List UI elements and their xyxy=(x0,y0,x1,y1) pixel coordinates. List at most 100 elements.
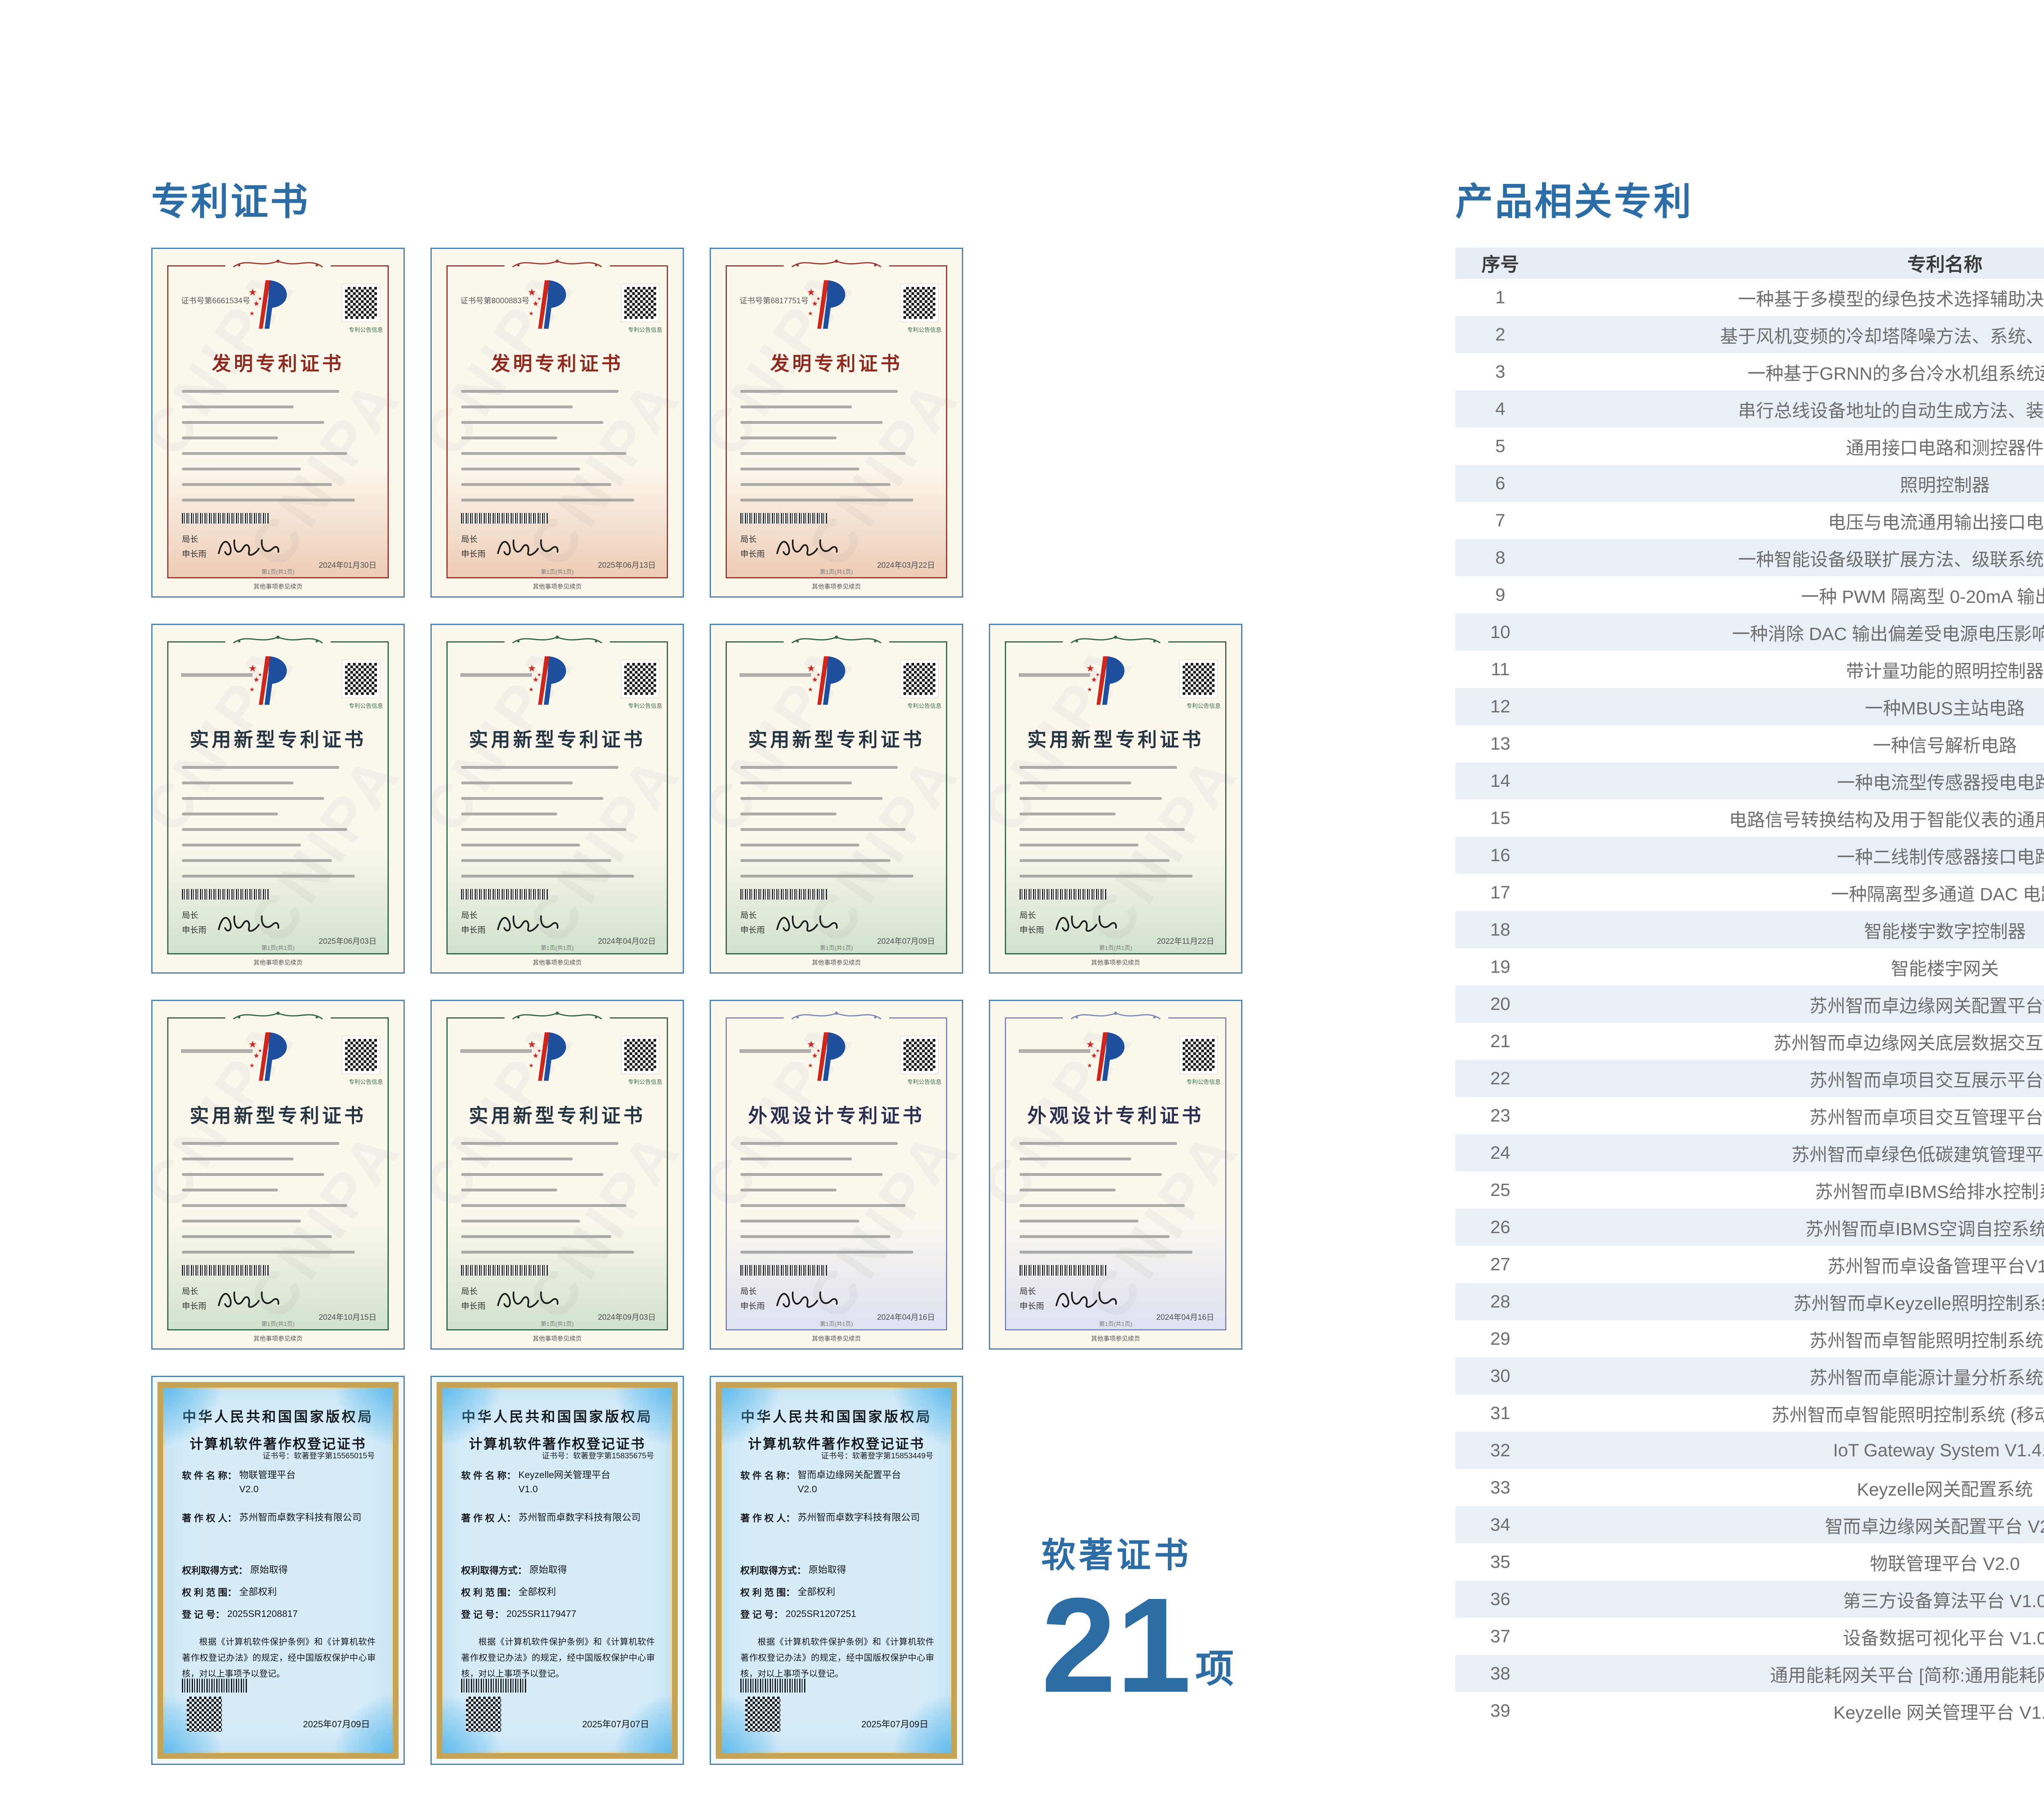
patent-certificate: CNIPA CNIPA ★ ★ ★ ★ 专利公告信息 实用新型专利证书 局长 申长雨 2024年10… xyxy=(151,1000,405,1350)
patent-certificate: CNIPA CNIPA ★ ★ ★ ★ 专利公告信息 外观设计专利证书 局长 申长雨 2024年04… xyxy=(710,1000,963,1350)
text-line-bar xyxy=(461,859,611,862)
patent-certificate: CNIPA CNIPA ★ ★ ★ ★ 专利公告信息 实用新型专利证书 局长 申长雨 2025年06… xyxy=(151,624,405,974)
software-cert-count: 21 xyxy=(1041,1570,1192,1721)
director-name: 申长雨 xyxy=(740,925,765,935)
text-line-bar xyxy=(740,1204,906,1207)
svg-text:★: ★ xyxy=(1091,1052,1097,1060)
cell-patent-name: 设备数据可视化平台 V1.0 xyxy=(1843,1628,2044,1648)
text-line-bar xyxy=(740,1235,890,1238)
cell-index: 15 xyxy=(1490,808,1511,828)
ornament-icon xyxy=(225,1008,331,1025)
cell-index: 31 xyxy=(1490,1403,1511,1423)
cnipa-logo-icon: ★ ★ ★ ★ xyxy=(1085,1030,1133,1083)
svg-text:★: ★ xyxy=(537,1048,541,1054)
page-number: — 43 — xyxy=(1455,1775,2044,1794)
signature-icon xyxy=(773,1283,842,1314)
certificate-grid: CNIPA CNIPA 证书号第6661534号 ★ ★ ★ ★ 专利公告信息 发明专利证书 局长… xyxy=(151,248,1251,1765)
field-value: 原始取得 xyxy=(809,1564,846,1575)
certificate-title: 实用新型专利证书 xyxy=(190,729,366,751)
text-line-bar xyxy=(740,859,890,862)
field-label: 权利取得方式： xyxy=(461,1565,527,1576)
cnipa-logo-icon: ★ ★ ★ ★ xyxy=(526,278,574,331)
signature-icon xyxy=(494,907,563,938)
cell-patent-name: 苏州智而卓IBMS给排水控制系统 xyxy=(1815,1182,2044,1202)
product-patents-section: 产品相关专利 序号 专利名称 专利类型 1 一种基于多模型的绿色技术选择辅助决策方… xyxy=(1455,156,2044,1794)
cell-index: 38 xyxy=(1455,1655,1545,1693)
rights-scope: 权 利 范 围： 全部权利 xyxy=(461,1585,656,1599)
certificate-number: 证书号第6817751号 xyxy=(740,297,809,306)
ornament-icon xyxy=(784,1008,889,1025)
svg-text:★: ★ xyxy=(249,287,257,298)
authority-title: 中华人民共和国国家版权局 xyxy=(741,1409,932,1425)
field-value: 原始取得 xyxy=(250,1564,288,1575)
qr-code-icon xyxy=(901,660,938,698)
patent-certificate: CNIPA CNIPA ★ ★ ★ ★ 专利公告信息 外观设计专利证书 局长 申长雨 2024年04… xyxy=(989,1000,1242,1350)
rights-scope: 权 利 范 围： 全部权利 xyxy=(182,1585,377,1599)
issue-date: 2024年10月15日 xyxy=(318,1313,377,1322)
cell-patent-name: 苏州智而卓项目交互管理平台V1.0 xyxy=(1809,1107,2044,1128)
field-label: 软 件 名 称： xyxy=(461,1470,516,1481)
field-value: 全部权利 xyxy=(239,1586,277,1597)
table-row: 28苏州智而卓Keyzelle照明控制系统V1.0软著 xyxy=(1455,1283,2044,1321)
signature-icon xyxy=(215,1283,283,1314)
cell-index: 21 xyxy=(1490,1031,1511,1051)
table-row: 25苏州智而卓IBMS给排水控制系统软著 xyxy=(1455,1171,2044,1209)
patent-certificate: CNIPA CNIPA ★ ★ ★ ★ 专利公告信息 实用新型专利证书 局长 申长雨 2024年07… xyxy=(710,624,963,974)
qr-code-icon xyxy=(342,1036,380,1074)
certificate-number: 证书号第8000883号 xyxy=(460,297,529,306)
text-line-bar xyxy=(740,452,906,455)
certificate-title: 发明专利证书 xyxy=(770,353,903,375)
text-line-bar xyxy=(740,766,898,769)
text-line-bar xyxy=(461,437,557,440)
cell-index: 25 xyxy=(1490,1180,1511,1200)
copyright-owner: 著 作 权 人： 苏州智而卓数字科技有限公司 xyxy=(461,1510,656,1525)
qr-code-icon xyxy=(466,1697,501,1732)
text-line-bar xyxy=(740,844,860,847)
table-row: 22苏州智而卓项目交互展示平台V1.0软著 xyxy=(1455,1060,2044,1097)
registration-statement: 根据《计算机软件保护条例》和《计算机软件著作权登记办法》的规定，经中国版权保护中… xyxy=(182,1637,376,1679)
director-label: 局长 xyxy=(182,1287,198,1296)
issue-date: 2024年07月09日 xyxy=(877,937,935,946)
issue-date: 2025年07月07日 xyxy=(582,1719,649,1730)
qr-code-icon xyxy=(621,1036,659,1074)
director-labels: 局长 申长雨 xyxy=(1020,908,1044,938)
cnipa-logo-icon: ★ ★ ★ ★ xyxy=(805,278,854,331)
signature-icon xyxy=(1052,1283,1121,1314)
ornament-icon xyxy=(784,632,889,649)
footer-note: 其他事项参见续页 xyxy=(253,1335,303,1343)
field-label: 登 记 号： xyxy=(740,1609,783,1620)
svg-text:★: ★ xyxy=(1087,1062,1092,1069)
certificate-number xyxy=(181,1049,253,1053)
cell-index: 20 xyxy=(1455,985,1545,1023)
certificate-title: 外观设计专利证书 xyxy=(1027,1105,1204,1127)
cell-patent-name: 通用接口电路和测控器件 xyxy=(1846,438,2044,458)
patent-table-header: 序号 专利名称 专利类型 xyxy=(1455,248,2044,279)
text-line-bar xyxy=(740,468,860,471)
cell-index: 27 xyxy=(1490,1254,1511,1274)
text-line-bar xyxy=(1020,1204,1185,1207)
field-value: 苏州智而卓数字科技有限公司 xyxy=(239,1512,362,1523)
svg-text:★: ★ xyxy=(816,296,820,302)
signature-icon xyxy=(494,1283,563,1314)
svg-text:★: ★ xyxy=(807,663,816,674)
cell-patent-name: 苏州智而卓IBMS空调自控系统V1.0 xyxy=(1545,1209,2044,1246)
text-line-bar xyxy=(1020,1142,1177,1145)
software-copyright-certificate: 中华人民共和国国家版权局 计算机软件著作权登记证书 证书号：软著登字第1583567… xyxy=(430,1376,684,1765)
svg-text:★: ★ xyxy=(807,287,816,298)
text-line-bar xyxy=(461,468,580,471)
text-line-bar xyxy=(740,828,906,831)
signature-icon xyxy=(215,531,283,562)
ornament-icon xyxy=(225,256,331,273)
qr-caption: 专利公告信息 xyxy=(907,703,941,710)
table-row: 6照明控制器发明 xyxy=(1455,465,2044,502)
text-line-bar xyxy=(740,875,913,878)
signature-block: 局长 申长雨 xyxy=(740,531,842,562)
field-value: 苏州智而卓数字科技有限公司 xyxy=(518,1512,641,1523)
signature-block: 局长 申长雨 xyxy=(1020,1283,1121,1314)
text-line-bar xyxy=(1020,859,1170,862)
field-value: 2025SR1208817 xyxy=(227,1608,298,1619)
issue-date: 2024年04月16日 xyxy=(877,1313,935,1322)
svg-text:★: ★ xyxy=(1096,1048,1100,1054)
qr-caption: 专利公告信息 xyxy=(349,1079,383,1086)
cell-index: 2 xyxy=(1455,316,1545,354)
